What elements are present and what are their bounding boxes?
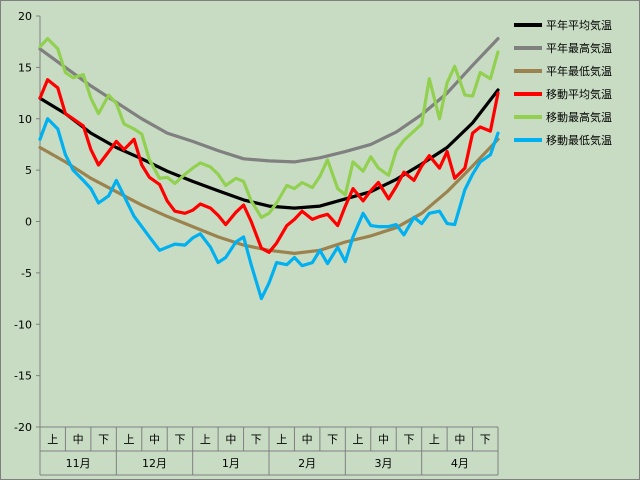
legend-label-3: 移動平均気温	[546, 87, 612, 101]
x-sub-label: 中	[378, 433, 389, 446]
series-line-5	[38, 117, 500, 301]
x-month-label: 11月	[66, 457, 91, 470]
legend-label-0: 平年平均気温	[546, 18, 612, 32]
x-sub-label: 下	[403, 433, 414, 446]
y-tick-label: 20	[18, 10, 32, 23]
y-tick-label: 10	[18, 113, 32, 126]
y-tick-label: -5	[21, 267, 32, 280]
y-tick-label: 0	[25, 216, 32, 229]
x-month-label: 4月	[451, 457, 469, 470]
y-tick-label: -10	[14, 318, 32, 331]
plot-area: 20 15 10 5 0 -5 -10 -15 -20 上 中 下 上 中 下 上 中 下 上 中 下 上 中 下 上 中 下 11月…	[14, 10, 500, 476]
x-sub-label: 中	[73, 433, 84, 446]
x-sub-label: 上	[353, 433, 364, 446]
x-sub-label: 上	[47, 433, 58, 446]
x-sub-label: 上	[200, 433, 211, 446]
y-tick-label: -20	[14, 421, 32, 434]
x-sub-label: 中	[302, 433, 313, 446]
y-tick-label: 15	[18, 61, 32, 74]
x-month-label: 1月	[222, 457, 240, 470]
x-sub-label: 下	[480, 433, 491, 446]
x-sub-label: 上	[429, 433, 440, 446]
x-month-label: 3月	[375, 457, 393, 470]
x-sub-label: 中	[225, 433, 236, 446]
x-sub-label: 中	[149, 433, 160, 446]
legend-label-4: 移動最高気温	[546, 110, 612, 124]
x-sub-label: 下	[251, 433, 262, 446]
series-line-3	[38, 78, 500, 254]
legend-label-2: 平年最低気温	[546, 64, 612, 78]
legend-label-1: 平年最高気温	[546, 41, 612, 55]
x-sub-label: 中	[454, 433, 465, 446]
x-sub-label: 上	[276, 433, 287, 446]
x-sub-label: 上	[124, 433, 135, 446]
x-sub-label: 下	[98, 433, 109, 446]
x-month-label: 12月	[142, 457, 167, 470]
series-line-4	[38, 36, 500, 219]
x-month-label: 2月	[298, 457, 316, 470]
x-sub-label: 下	[327, 433, 338, 446]
y-tick-label: 5	[25, 164, 32, 177]
y-tick-label: -15	[14, 370, 32, 383]
legend-label-5: 移動最低気温	[546, 133, 612, 147]
x-sub-label: 下	[174, 433, 185, 446]
